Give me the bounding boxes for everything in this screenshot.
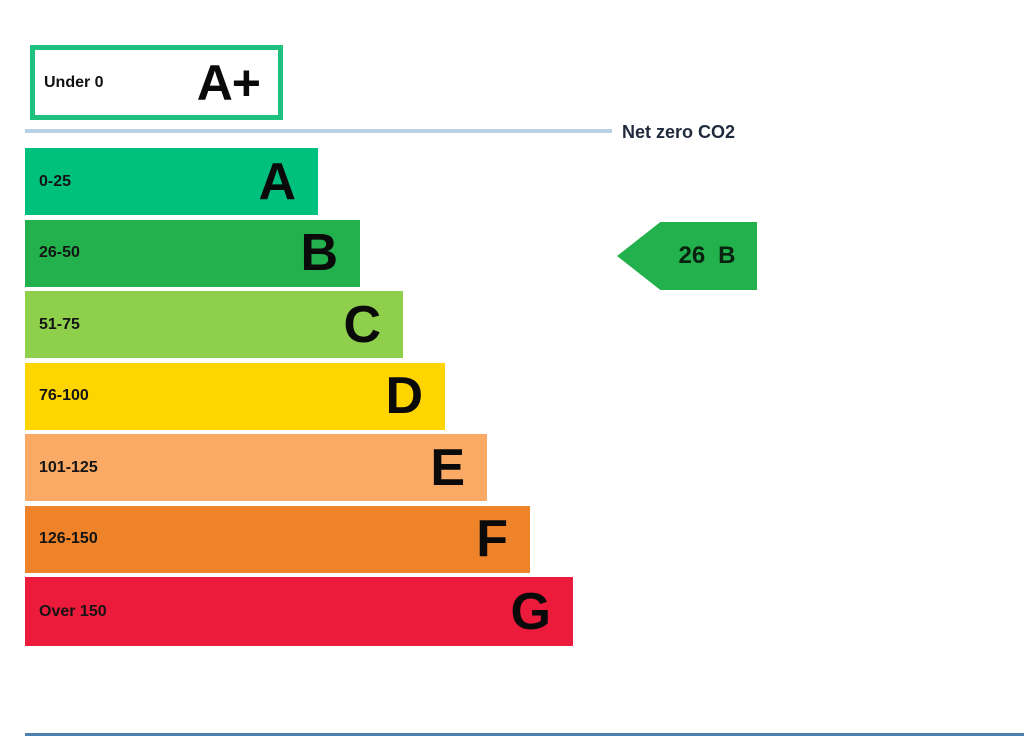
current-rating-arrow: 26 B (617, 222, 757, 290)
net-zero-label: Net zero CO2 (622, 122, 736, 142)
band-e: 101-125 E (25, 434, 487, 501)
band-c-grade-letter: C (343, 295, 381, 354)
rating-scale: 0-25 A 26-50 B 51-75 C 76-100 D 101-125 … (25, 148, 573, 651)
band-a-plus: Under 0 A+ (30, 45, 283, 120)
band-c: 51-75 C (25, 291, 403, 358)
band-f-grade-letter: F (476, 510, 508, 568)
band-g-grade-letter: G (510, 582, 551, 641)
band-e-grade-letter: E (430, 438, 465, 497)
band-a-plus-grade-letter: A+ (196, 54, 261, 111)
band-d-range-label: 76-100 (39, 387, 89, 404)
band-d-grade-letter: D (385, 367, 423, 425)
band-a: 0-25 A (25, 148, 318, 215)
band-c-range-label: 51-75 (39, 315, 80, 333)
bottom-divider (25, 733, 1024, 736)
band-b: 26-50 B (25, 219, 360, 287)
band-a-plus-range-label: Under 0 (44, 73, 104, 91)
current-rating-value: 26 (678, 242, 706, 269)
net-zero-reference-line (25, 129, 612, 133)
band-a-grade-letter: A (258, 152, 296, 211)
band-g: Over 150 G (25, 577, 573, 646)
band-b-range-label: 26-50 (39, 244, 80, 261)
current-rating-grade: B (718, 242, 736, 269)
band-f-range-label: 126-150 (39, 530, 98, 547)
band-g-range-label: Over 150 (39, 602, 107, 620)
band-b-grade-letter: B (300, 224, 338, 282)
band-f: 126-150 F (25, 505, 530, 573)
band-a-range-label: 0-25 (39, 172, 72, 190)
band-e-range-label: 101-125 (39, 458, 98, 476)
band-d: 76-100 D (25, 362, 445, 430)
